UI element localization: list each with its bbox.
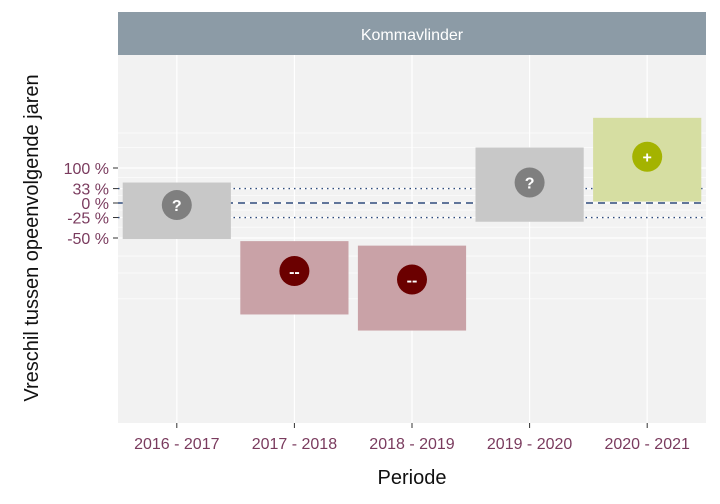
estimate-symbol: + xyxy=(643,150,652,167)
x-tick-label: 2016 - 2017 xyxy=(134,436,220,453)
x-tick-label: 2017 - 2018 xyxy=(252,436,338,453)
estimate-point xyxy=(161,190,192,221)
x-axis: 2016 - 2017 2017 - 2018 2018 - 2019 2019 - … xyxy=(134,423,690,453)
y-tick-label: 33 % xyxy=(73,182,109,199)
estimate-point xyxy=(514,167,545,198)
y-tick-label: -25 % xyxy=(67,211,109,228)
estimate-point xyxy=(632,141,663,172)
x-tick-label: 2020 - 2021 xyxy=(604,436,690,453)
y-tick-label: 100 % xyxy=(64,161,109,178)
x-tick-label: 2019 - 2020 xyxy=(487,436,573,453)
x-axis-title: Periode xyxy=(378,467,447,489)
x-tick-label: 2018 - 2019 xyxy=(369,436,455,453)
y-tick-label: 0 % xyxy=(81,196,109,213)
strip-background xyxy=(118,12,706,55)
estimate-points: ? -- --? + xyxy=(161,141,663,295)
estimate-symbol: ? xyxy=(172,198,182,215)
y-tick-label: -50 % xyxy=(67,231,109,248)
panel-title: Kommavlinder xyxy=(361,27,464,44)
estimate-point xyxy=(279,256,310,287)
estimate-point xyxy=(397,264,427,295)
y-axis-title: Vreschil tussen opeenvolgende jaren xyxy=(21,74,43,401)
y-axis: 100 % 33 %0 %-25 % -50 % xyxy=(64,161,118,248)
estimate-symbol: -- xyxy=(407,272,418,289)
estimate-symbol: ? xyxy=(525,176,535,193)
estimate-symbol: -- xyxy=(289,264,300,281)
